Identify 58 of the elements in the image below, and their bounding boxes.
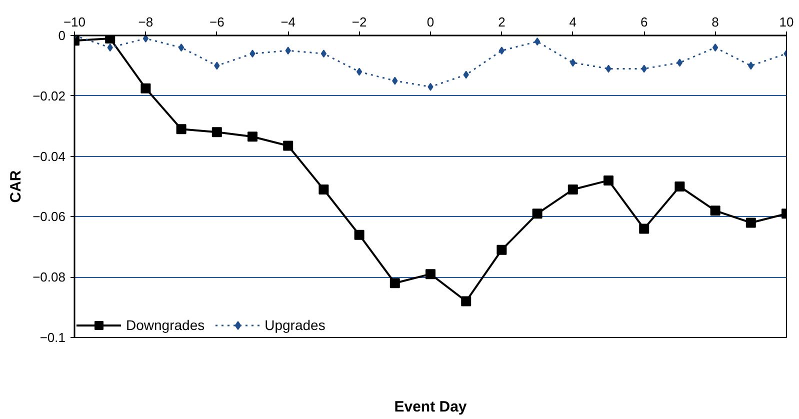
point bbox=[674, 182, 685, 192]
legend-label: Upgrades bbox=[264, 317, 326, 333]
y-tick-label: −0.06 bbox=[32, 209, 66, 224]
x-tick-label: −2 bbox=[352, 14, 367, 30]
point bbox=[356, 68, 362, 76]
point bbox=[283, 140, 294, 151]
point bbox=[142, 36, 149, 43]
point bbox=[463, 70, 469, 79]
x-tick-label: 2 bbox=[498, 14, 506, 30]
y-tick-label: 0 bbox=[58, 28, 66, 43]
point bbox=[426, 269, 436, 280]
y-tick-label: −0.04 bbox=[32, 148, 66, 164]
y-tick-label: −0.02 bbox=[32, 88, 66, 104]
point bbox=[641, 64, 647, 73]
point bbox=[214, 62, 220, 70]
x-tick-label: −4 bbox=[280, 14, 296, 30]
point bbox=[604, 175, 614, 186]
x-axis-title: Event Day bbox=[394, 398, 468, 416]
x-tick-label: −6 bbox=[209, 14, 224, 30]
point bbox=[748, 62, 754, 70]
point bbox=[461, 296, 472, 306]
x-tick-label: −10 bbox=[63, 14, 86, 30]
point bbox=[250, 50, 256, 58]
x-tick-label: 10 bbox=[779, 14, 794, 30]
point bbox=[676, 58, 683, 67]
point bbox=[248, 132, 258, 142]
point bbox=[710, 206, 720, 216]
point bbox=[320, 50, 327, 58]
point bbox=[285, 46, 291, 55]
y-tick-label: −0.1 bbox=[40, 330, 66, 345]
point bbox=[354, 230, 364, 240]
x-tick-label: 4 bbox=[569, 14, 577, 30]
point bbox=[534, 38, 540, 46]
point bbox=[532, 208, 542, 219]
legend-label: Downgrades bbox=[126, 317, 205, 333]
x-tick-label: 8 bbox=[712, 14, 719, 30]
x-tick-label: 0 bbox=[426, 14, 434, 30]
point bbox=[639, 224, 650, 234]
point bbox=[606, 64, 612, 73]
point bbox=[390, 278, 400, 288]
point bbox=[212, 127, 222, 138]
y-axis-title: CAR bbox=[8, 170, 24, 203]
y-tick-label: −0.08 bbox=[32, 270, 66, 285]
point bbox=[568, 184, 578, 195]
point bbox=[712, 44, 718, 52]
point bbox=[140, 83, 151, 94]
point bbox=[496, 244, 507, 255]
point bbox=[746, 218, 756, 228]
point bbox=[392, 76, 398, 85]
point bbox=[178, 44, 184, 52]
point bbox=[318, 184, 329, 195]
x-tick-label: −8 bbox=[138, 14, 154, 30]
point bbox=[498, 46, 505, 55]
point bbox=[176, 124, 186, 134]
point bbox=[107, 44, 113, 52]
point bbox=[570, 58, 576, 67]
point bbox=[428, 82, 434, 91]
x-tick-label: 6 bbox=[640, 14, 648, 30]
